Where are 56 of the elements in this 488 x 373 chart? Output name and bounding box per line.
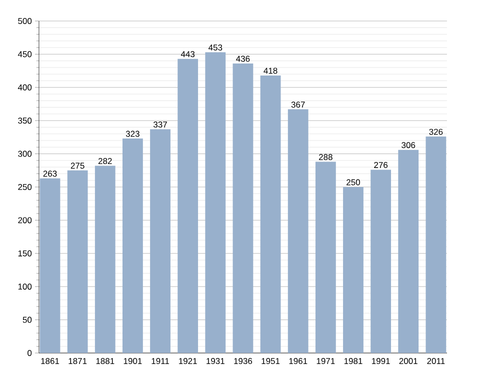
- y-tick-label: 350: [18, 118, 32, 124]
- bar: [426, 136, 446, 353]
- data-label: 288: [319, 154, 332, 160]
- bar: [260, 75, 281, 353]
- data-label: 282: [98, 158, 112, 164]
- y-tick-label: 500: [18, 18, 32, 24]
- data-label: 337: [154, 122, 167, 128]
- x-tick-label: 1981: [344, 358, 362, 364]
- bar: [178, 58, 198, 353]
- x-tick-label: 1901: [124, 358, 142, 364]
- bar: [232, 63, 254, 353]
- data-label: 263: [43, 170, 57, 177]
- y-tick-label: 300: [18, 150, 32, 157]
- y-tick-label: 200: [18, 217, 32, 224]
- data-label: 323: [126, 130, 140, 137]
- bar: [40, 178, 60, 353]
- bar: [370, 170, 392, 353]
- bar: [67, 170, 88, 353]
- y-tick-label: 400: [18, 84, 32, 90]
- x-tick-label: 1936: [234, 358, 252, 364]
- bar: [122, 138, 143, 353]
- bar: [398, 150, 419, 353]
- data-label: 453: [208, 44, 222, 50]
- data-label: 275: [70, 162, 84, 169]
- data-label: 276: [374, 162, 388, 168]
- y-tick-label: 250: [18, 184, 32, 190]
- data-label: 326: [429, 128, 443, 135]
- x-tick-label: 1911: [152, 358, 169, 364]
- data-label: 306: [402, 142, 416, 148]
- data-label: 436: [236, 56, 250, 62]
- x-tick-label: 1961: [289, 358, 308, 364]
- x-tick-label: 1861: [41, 358, 60, 364]
- x-tick-label: 1971: [316, 358, 335, 364]
- y-tick-label: 450: [18, 51, 32, 58]
- data-label: 367: [291, 102, 305, 108]
- bar: [205, 52, 226, 353]
- data-label: 250: [346, 179, 360, 186]
- y-tick-label: 50: [22, 316, 32, 323]
- x-tick-label: 1921: [179, 358, 197, 364]
- data-label: 443: [180, 51, 195, 58]
- x-tick-label: 1951: [262, 358, 280, 364]
- x-tick-label: 1881: [96, 358, 114, 364]
- bar: [315, 162, 336, 353]
- y-tick-label: 0: [28, 350, 32, 356]
- bar: [94, 166, 116, 353]
- y-tick-label: 150: [18, 250, 32, 256]
- data-label: 418: [264, 68, 278, 74]
- x-tick-label: 2001: [399, 358, 418, 364]
- bar: [343, 187, 364, 353]
- x-tick-label: 1871: [68, 358, 87, 364]
- x-tick-label: 2011: [427, 358, 445, 364]
- bar: [150, 129, 170, 353]
- y-tick-label: 100: [18, 284, 32, 290]
- x-tick-label: 1931: [206, 358, 224, 364]
- bar: [288, 109, 308, 353]
- x-tick-label: 1991: [372, 358, 390, 364]
